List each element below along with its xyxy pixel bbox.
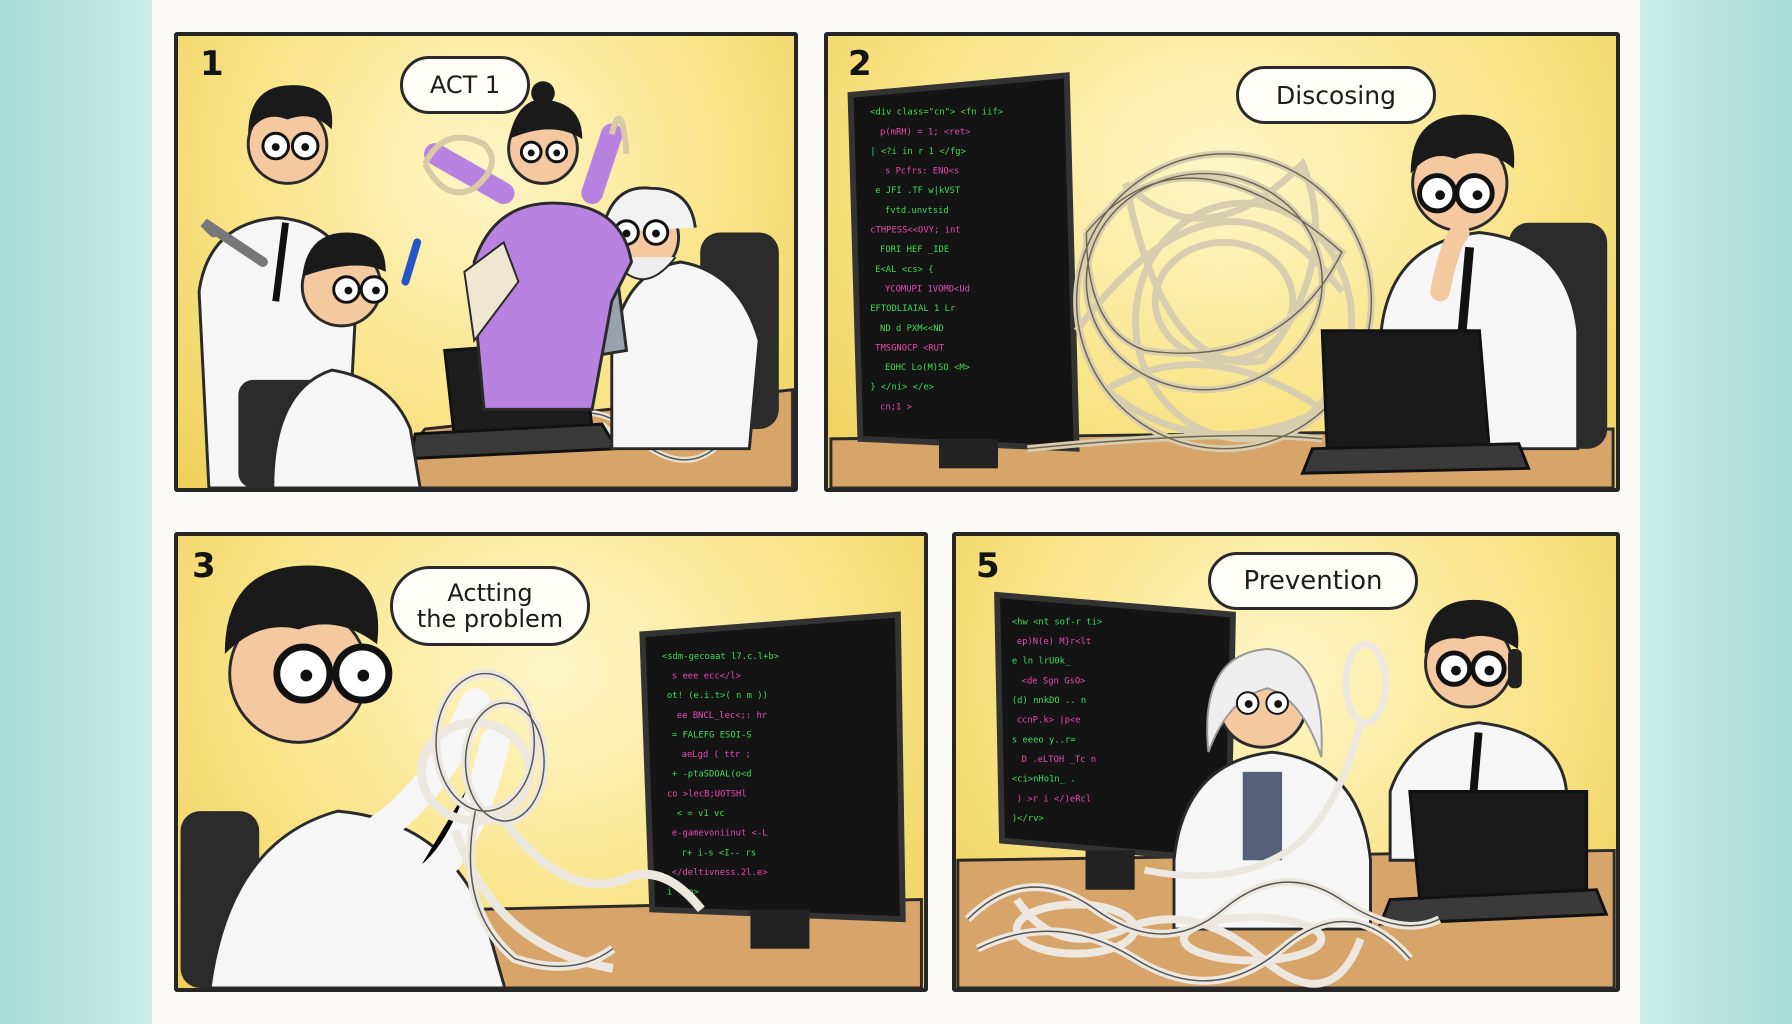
svg-text:ot! (e.i.t>( n m )): ot! (e.i.t>( n m )) bbox=[667, 691, 768, 701]
untangling-developer bbox=[208, 565, 510, 988]
svg-text:s eee ecc</l>: s eee ecc</l> bbox=[672, 671, 741, 681]
svg-text:aeLgd ( ttr ;: aeLgd ( ttr ; bbox=[682, 750, 751, 760]
svg-text:| <?i in r 1 </fg>: | <?i in r 1 </fg> bbox=[870, 147, 966, 157]
svg-text:YCOMUPI 1VOMD<Ud: YCOMUPI 1VOMD<Ud bbox=[885, 284, 970, 294]
svg-text:) >r i </)eRcl: ) >r i </)eRcl bbox=[1017, 794, 1091, 804]
svg-text:ep)N(e) M}r<lt: ep)N(e) M}r<lt bbox=[1017, 637, 1091, 647]
speech-bubble: Discosing bbox=[1236, 66, 1436, 124]
svg-text:E<AL <cs> {: E<AL <cs> { bbox=[875, 265, 933, 275]
svg-text:s eeeo y..r=: s eeeo y..r= bbox=[1012, 735, 1076, 745]
svg-text:TMSGNOCP <RUT: TMSGNOCP <RUT bbox=[875, 343, 945, 353]
comic-panel-1: 1 ACT 1 bbox=[174, 32, 798, 492]
svg-text:EOHC Lo(M)SO <M>: EOHC Lo(M)SO <M> bbox=[885, 363, 970, 373]
svg-text:co >lecB;UOTSHl: co >lecB;UOTSHl bbox=[667, 789, 747, 799]
svg-text:p(mRH) = 1; <ret>: p(mRH) = 1; <ret> bbox=[880, 127, 970, 137]
speech-bubble-text: Discosing bbox=[1276, 80, 1396, 110]
panel-2-illustration: <div class="cn"> <fn iif> p(mRH) = 1; <r… bbox=[829, 72, 1615, 488]
panel-3-illustration: <sdm-gecoaat l7.c.l+b> s eee ecc</l> ot!… bbox=[180, 565, 923, 988]
svg-text:FORI HEF _IDE: FORI HEF _IDE bbox=[880, 245, 949, 255]
svg-text:<ci>nHo1n_ .: <ci>nHo1n_ . bbox=[1012, 775, 1076, 785]
panel-number: 5 bbox=[976, 546, 1000, 586]
comic-panel-2: <div class="cn"> <fn iif> p(mRH) = 1; <r… bbox=[824, 32, 1620, 492]
monitor: <sdm-gecoaat l7.c.l+b> s eee ecc</l> ot!… bbox=[639, 611, 906, 949]
panel-number: 3 bbox=[192, 546, 216, 586]
svg-text:< = v1 vc: < = v1 vc bbox=[677, 809, 725, 819]
svg-text:e JFI .TF w|kVST: e JFI .TF w|kVST bbox=[875, 186, 961, 196]
svg-text:ccnP.k> |p<e: ccnP.k> |p<e bbox=[1017, 716, 1081, 726]
svg-text:fvtd.unvtsid: fvtd.unvtsid bbox=[885, 206, 949, 216]
background-margin-right bbox=[1640, 0, 1792, 1024]
svg-text:)</rv>: )</rv> bbox=[1012, 814, 1044, 824]
speech-bubble: Actting the problem bbox=[390, 566, 590, 646]
monitor: <div class="cn"> <fn iif> p(mRH) = 1; <r… bbox=[847, 72, 1080, 469]
svg-text:} </ni> </e>: } </ni> </e> bbox=[870, 383, 934, 393]
seated-developer bbox=[238, 232, 422, 488]
svg-text:ee BNCL_lec<;: hr: ee BNCL_lec<;: hr bbox=[677, 711, 767, 721]
panel-number: 2 bbox=[848, 44, 872, 84]
panel-1-illustration bbox=[197, 81, 794, 488]
panel-number: 1 bbox=[200, 44, 224, 84]
laptop bbox=[1378, 790, 1609, 926]
svg-text:<div class="cn"> <fn iif>: <div class="cn"> <fn iif> bbox=[870, 108, 1003, 118]
panel-4-illustration: <hw <nt sof-r ti> ep)N(e) M}r<lt e ln lr… bbox=[956, 591, 1616, 988]
comic-panel-3: <sdm-gecoaat l7.c.l+b> s eee ecc</l> ot!… bbox=[174, 532, 928, 992]
svg-text:r+ i-s <I-- rs: r+ i-s <I-- rs bbox=[682, 848, 756, 858]
svg-text:s Pcfrs: ENO<s: s Pcfrs: ENO<s bbox=[885, 167, 959, 177]
svg-text:ND d PXM<<ND: ND d PXM<<ND bbox=[880, 324, 944, 334]
speech-bubble-text: Prevention bbox=[1243, 566, 1383, 596]
background-margin-left bbox=[0, 0, 152, 1024]
speech-bubble-text: Actting the problem bbox=[416, 578, 564, 633]
svg-text:<sdm-gecoaat l7.c.l+b>: <sdm-gecoaat l7.c.l+b> bbox=[662, 652, 779, 662]
svg-text:<de Sgn GsO>: <de Sgn GsO> bbox=[1022, 676, 1086, 686]
speech-bubble-text: ACT 1 bbox=[429, 71, 501, 99]
svg-text:D .eLTOH _Tc n: D .eLTOH _Tc n bbox=[1022, 755, 1096, 765]
svg-text:cn;1 >: cn;1 > bbox=[880, 402, 912, 412]
laptop bbox=[1300, 329, 1531, 475]
woman-developer bbox=[424, 81, 633, 411]
svg-text:<hw <nt sof-r ti>: <hw <nt sof-r ti> bbox=[1012, 617, 1102, 627]
svg-text:= FALEFG ESOI-S: = FALEFG ESOI-S bbox=[672, 730, 752, 740]
older-developer bbox=[600, 186, 761, 451]
svg-text:EFTODLIAIAL 1 Lr: EFTODLIAIAL 1 Lr bbox=[870, 304, 955, 314]
speech-bubble: ACT 1 bbox=[400, 56, 530, 114]
svg-text:e ln lrU0k_: e ln lrU0k_ bbox=[1012, 657, 1071, 667]
svg-text:+ -ptaSDOAL(o<d: + -ptaSDOAL(o<d bbox=[672, 770, 752, 780]
comic-panel-4: <hw <nt sof-r ti> ep)N(e) M}r<lt e ln lr… bbox=[952, 532, 1620, 992]
svg-text:e-gamevoniinut <-L: e-gamevoniinut <-L bbox=[672, 829, 768, 839]
svg-text:(d) nnkDO .. n: (d) nnkDO .. n bbox=[1012, 696, 1086, 706]
svg-text:cTHPESS<<OVY; int: cTHPESS<<OVY; int bbox=[870, 226, 960, 236]
speech-bubble: Prevention bbox=[1208, 552, 1418, 610]
svg-text:</deltivness.2l.e>: </deltivness.2l.e> bbox=[672, 868, 768, 878]
